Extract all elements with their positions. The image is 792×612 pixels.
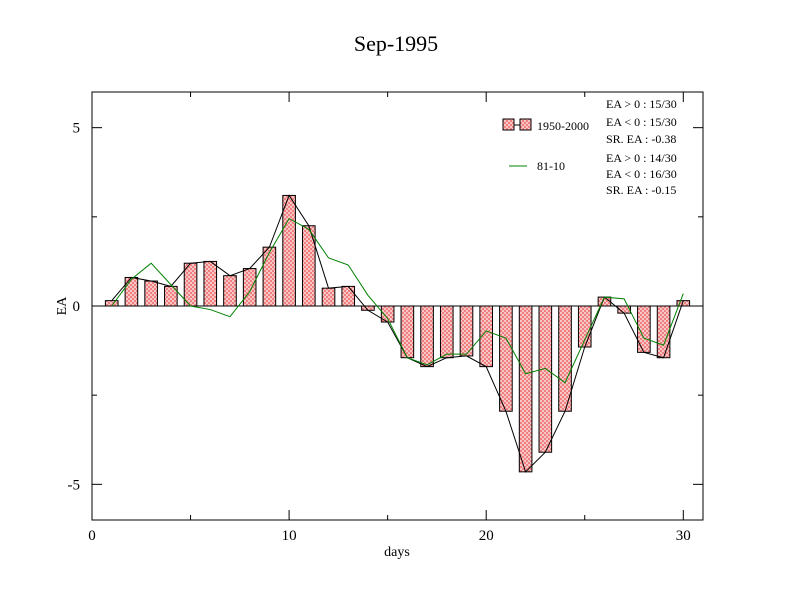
legend: 1950-2000 81-10 EA > 0 : 15/30 EA < 0 : … [502,97,677,197]
stats-81-10: EA > 0 : 14/30 EA < 0 : 16/30 SR. EA : -… [606,151,677,197]
bar-day-5 [183,262,198,307]
stat-line: SR. EA : -0.38 [606,132,676,146]
x-tick-label: 10 [282,528,297,544]
bar-series-connector-line [111,194,684,473]
x-tick-label: 0 [88,528,96,544]
legend-item-81-10: 81-10 [509,159,565,173]
bar-day-11 [301,225,316,307]
bar-day-13 [341,285,356,307]
bar-day-29 [656,305,671,359]
stat-line: EA > 0 : 14/30 [606,151,677,165]
y-tick-label: 0 [73,299,81,315]
bar-day-23 [538,305,553,453]
y-tick-label: -5 [68,477,81,493]
x-tick-label: 30 [676,528,691,544]
bar-day-8 [242,268,257,307]
legend-item-1950-2000: 1950-2000 [502,118,589,133]
bar-day-7 [223,275,237,307]
y-axis: -5 0 5 [68,121,703,493]
bar-day-6 [203,260,218,307]
legend-swatch-bar-left [502,118,515,131]
bar-day-17 [420,305,434,368]
stat-line: EA > 0 : 15/30 [606,97,677,111]
bar-day-21 [499,305,513,412]
bar-day-10 [282,194,296,307]
bar-series [104,194,691,473]
bar-day-12 [321,287,336,307]
legend-swatch-bar-right [519,118,532,131]
bar-day-2 [124,276,139,307]
y-tick-label: 5 [73,121,81,137]
line-series-81-10 [111,217,684,384]
stats-1950-2000: EA > 0 : 15/30 EA < 0 : 15/30 SR. EA : -… [606,97,677,146]
x-axis: 0 10 20 30 [88,92,691,544]
legend-label-81-10: 81-10 [537,159,565,173]
bar-day-18 [439,305,454,359]
x-axis-label: days [384,545,410,560]
bar-day-3 [144,280,158,307]
x-tick-label: 20 [479,528,494,544]
stat-line: SR. EA : -0.15 [606,183,676,197]
legend-label-1950-2000: 1950-2000 [537,119,589,133]
stat-line: EA < 0 : 16/30 [606,167,677,181]
y-axis-label: EA [55,296,70,316]
chart-title: Sep-1995 [354,31,438,56]
bar-day-9 [262,246,277,307]
stat-line: EA < 0 : 15/30 [606,115,677,129]
bar-day-22 [518,305,533,473]
